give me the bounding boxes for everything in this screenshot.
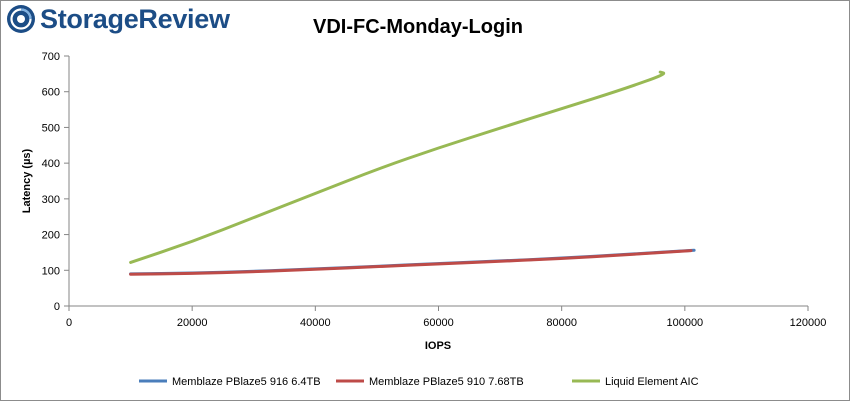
y-tick-label: 100	[42, 265, 60, 277]
x-tick-label: 80000	[546, 317, 577, 329]
x-tick-label: 60000	[423, 317, 454, 329]
x-tick-label: 100000	[666, 317, 703, 329]
x-tick-label: 20000	[177, 317, 208, 329]
chart-title: VDI-FC-Monday-Login	[313, 16, 523, 38]
legend-label-2: Memblaze PBlaze5 910 7.68TB	[369, 376, 524, 388]
x-tick-label: 120000	[790, 317, 827, 329]
y-tick-label: 400	[42, 158, 60, 170]
legend-label-1: Memblaze PBlaze5 916 6.4TB	[172, 376, 321, 388]
plot-area: 0 100 200 300 400 500 600 700 0 20000 40000 60000 80…	[42, 51, 827, 329]
y-tick-label: 600	[42, 87, 60, 99]
y-tick-label: 500	[42, 122, 60, 134]
y-tick-label: 700	[42, 51, 60, 63]
series-line-2	[129, 249, 693, 276]
legend: Memblaze PBlaze5 916 6.4TB Memblaze PBlaz…	[139, 376, 699, 388]
legend-label-3: Liquid Element AIC	[605, 376, 699, 388]
x-axis-label: IOPS	[425, 340, 451, 352]
y-tick-label: 200	[42, 230, 60, 242]
series-line-3	[129, 70, 666, 264]
series-line-1	[129, 248, 696, 276]
x-tick-label: 0	[66, 317, 72, 329]
brand-logo: StorageReview	[6, 4, 230, 34]
y-tick-label: 300	[42, 194, 60, 206]
brand-name: StorageReview	[40, 3, 230, 34]
y-tick-label: 0	[54, 301, 60, 313]
y-axis-label: Latency (µs)	[21, 148, 33, 213]
x-tick-label: 40000	[300, 317, 331, 329]
storagereview-logo-icon	[7, 5, 35, 33]
